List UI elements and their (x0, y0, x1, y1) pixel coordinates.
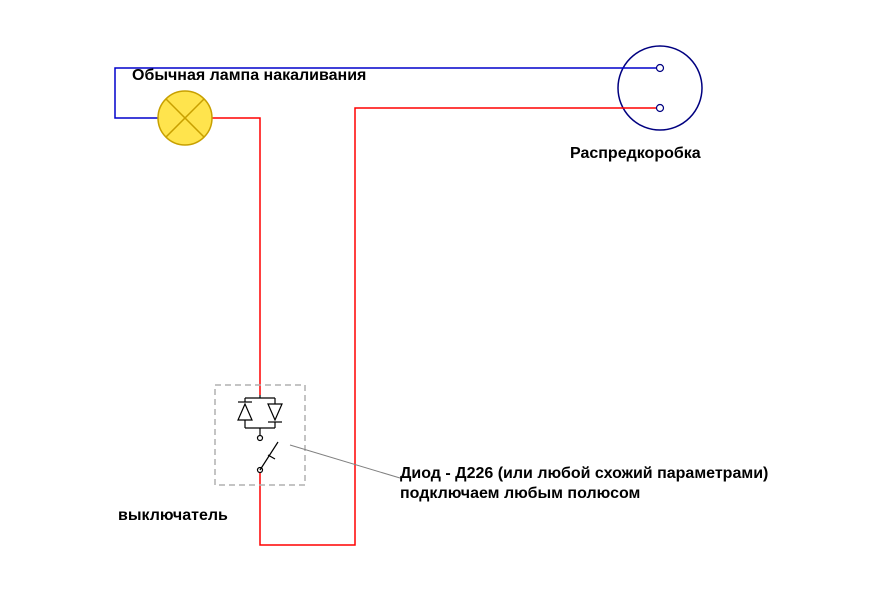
diode-note-line1: Диод - Д226 (или любой схожий параметрам… (400, 465, 768, 482)
lamp-label: Обычная лампа накаливания (132, 67, 366, 84)
diode-leader-line (290, 445, 400, 478)
lamp-symbol (158, 91, 212, 145)
switch-label: выключатель (118, 507, 228, 524)
junction-box-label: Распредкоробка (570, 145, 701, 162)
switch-contact (258, 436, 279, 473)
diode-note-line2: подключаем любым полюсом (400, 485, 640, 502)
junction-box-symbol (618, 46, 702, 130)
diode-pair (238, 395, 282, 438)
